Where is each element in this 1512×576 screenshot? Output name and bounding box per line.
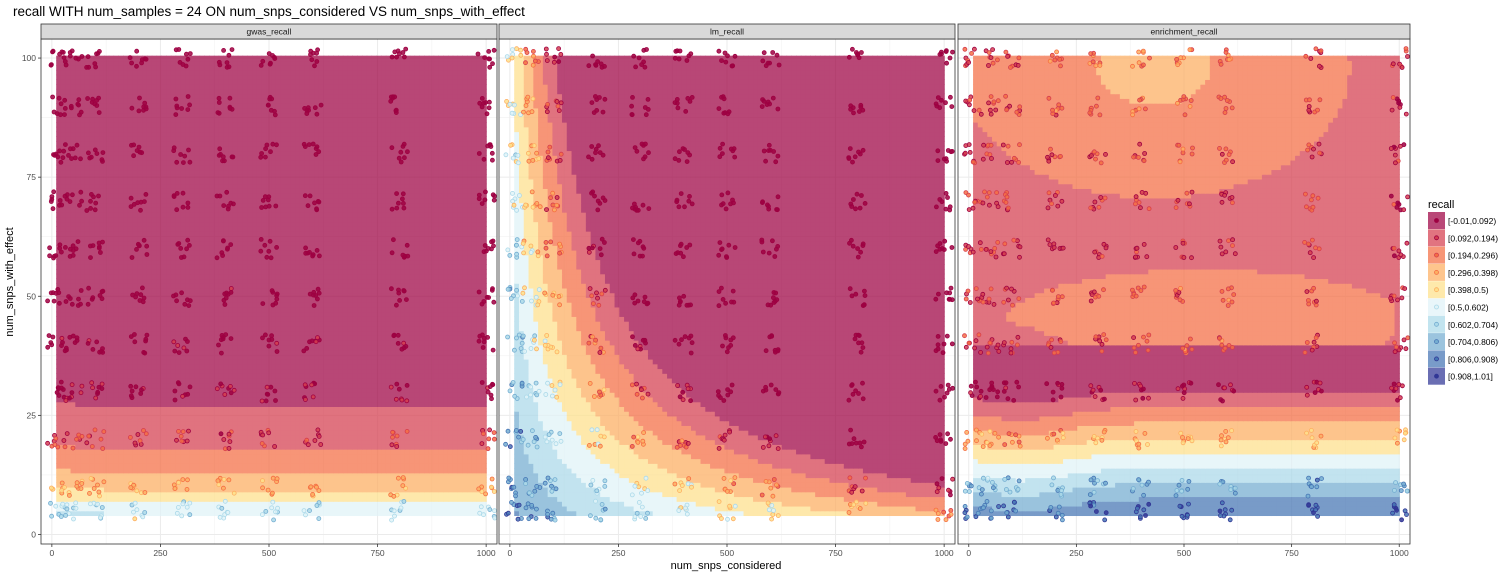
x-tick-label: 1000 bbox=[935, 548, 954, 558]
legend-label: [0.194,0.296) bbox=[1448, 251, 1498, 261]
x-tick-label: 250 bbox=[153, 548, 167, 558]
legend-key: [0.398,0.5) bbox=[1428, 281, 1489, 298]
x-tick-label: 1000 bbox=[477, 548, 496, 558]
legend-label: [0.704,0.806) bbox=[1448, 337, 1498, 347]
legend-label: [0.092,0.194) bbox=[1448, 233, 1498, 243]
legend-key: [-0.01,0.092) bbox=[1428, 212, 1496, 229]
x-tick-label: 250 bbox=[1069, 548, 1083, 558]
x-tick-label: 500 bbox=[262, 548, 276, 558]
x-tick-label: 750 bbox=[828, 548, 842, 558]
legend-title: recall bbox=[1428, 199, 1454, 211]
legend-key: [0.806,0.908) bbox=[1428, 350, 1498, 367]
x-tick-label: 250 bbox=[611, 548, 625, 558]
legend-point bbox=[1435, 288, 1439, 292]
recall-surface bbox=[56, 56, 487, 516]
facet-panel-lm_recall: lm_recall 0 250 500 750 1000 bbox=[499, 24, 955, 558]
y-tick-label: 100 bbox=[22, 53, 36, 63]
legend-point bbox=[1435, 219, 1439, 223]
recall-surface bbox=[973, 56, 1400, 516]
legend-label: [0.908,1.01] bbox=[1448, 372, 1493, 382]
facet-strip-label: enrichment_recall bbox=[1150, 27, 1217, 37]
legend-point bbox=[1435, 322, 1439, 326]
legend-key: [0.296,0.398) bbox=[1428, 264, 1498, 281]
legend-key: [0.092,0.194) bbox=[1428, 229, 1498, 246]
legend-point bbox=[1435, 270, 1439, 274]
legend-key: [0.704,0.806) bbox=[1428, 333, 1498, 350]
x-tick-label: 500 bbox=[1177, 548, 1191, 558]
facet-strip-label: gwas_recall bbox=[247, 27, 292, 37]
legend-key: [0.194,0.296) bbox=[1428, 247, 1498, 264]
y-tick-label: 50 bbox=[27, 291, 37, 301]
recall-surface bbox=[514, 56, 945, 516]
legend-label: [0.398,0.5) bbox=[1448, 285, 1489, 295]
legend-point bbox=[1435, 236, 1439, 240]
y-tick-label: 75 bbox=[27, 172, 37, 182]
chart-title: recall WITH num_samples = 24 ON num_snps… bbox=[13, 4, 525, 19]
legend-point bbox=[1435, 374, 1439, 378]
legend-label: [0.602,0.704) bbox=[1448, 320, 1498, 330]
x-tick-label: 1000 bbox=[1390, 548, 1409, 558]
legend-point bbox=[1435, 357, 1439, 361]
legend-point bbox=[1435, 253, 1439, 257]
legend-label: [0.806,0.908) bbox=[1448, 354, 1498, 364]
facet-panels: gwas_recall 0 250 500 750 1000 0 25 50 75 100 lm_re… bbox=[22, 24, 1410, 558]
legend-point bbox=[1435, 305, 1439, 309]
x-tick-label: 0 bbox=[507, 548, 512, 558]
y-tick-label: 0 bbox=[31, 529, 36, 539]
legend-label: [0.296,0.398) bbox=[1448, 268, 1498, 278]
x-tick-label: 750 bbox=[1285, 548, 1299, 558]
x-tick-label: 750 bbox=[370, 548, 384, 558]
facet-strip-label: lm_recall bbox=[710, 27, 744, 37]
legend-key: [0.908,1.01] bbox=[1428, 368, 1493, 385]
legend-label: [-0.01,0.092) bbox=[1448, 216, 1496, 226]
legend: recall [-0.01,0.092) [0.092,0.194) [0.194,… bbox=[1428, 199, 1498, 385]
legend-key: [0.5,0.602) bbox=[1428, 299, 1489, 316]
legend-key: [0.602,0.704) bbox=[1428, 316, 1498, 333]
facet-panel-gwas_recall: gwas_recall 0 250 500 750 1000 0 25 50 75 100 bbox=[22, 24, 497, 558]
facet-panel-enrichment_recall: enrichment_recall 0 250 500 750 1000 bbox=[958, 24, 1410, 558]
x-axis-title: num_snps_considered bbox=[671, 560, 782, 572]
legend-label: [0.5,0.602) bbox=[1448, 303, 1489, 313]
y-axis-title: num_snps_with_effect bbox=[4, 227, 16, 336]
x-tick-label: 0 bbox=[966, 548, 971, 558]
y-tick-label: 25 bbox=[27, 410, 37, 420]
x-tick-label: 500 bbox=[720, 548, 734, 558]
x-tick-label: 0 bbox=[49, 548, 54, 558]
legend-point bbox=[1435, 340, 1439, 344]
